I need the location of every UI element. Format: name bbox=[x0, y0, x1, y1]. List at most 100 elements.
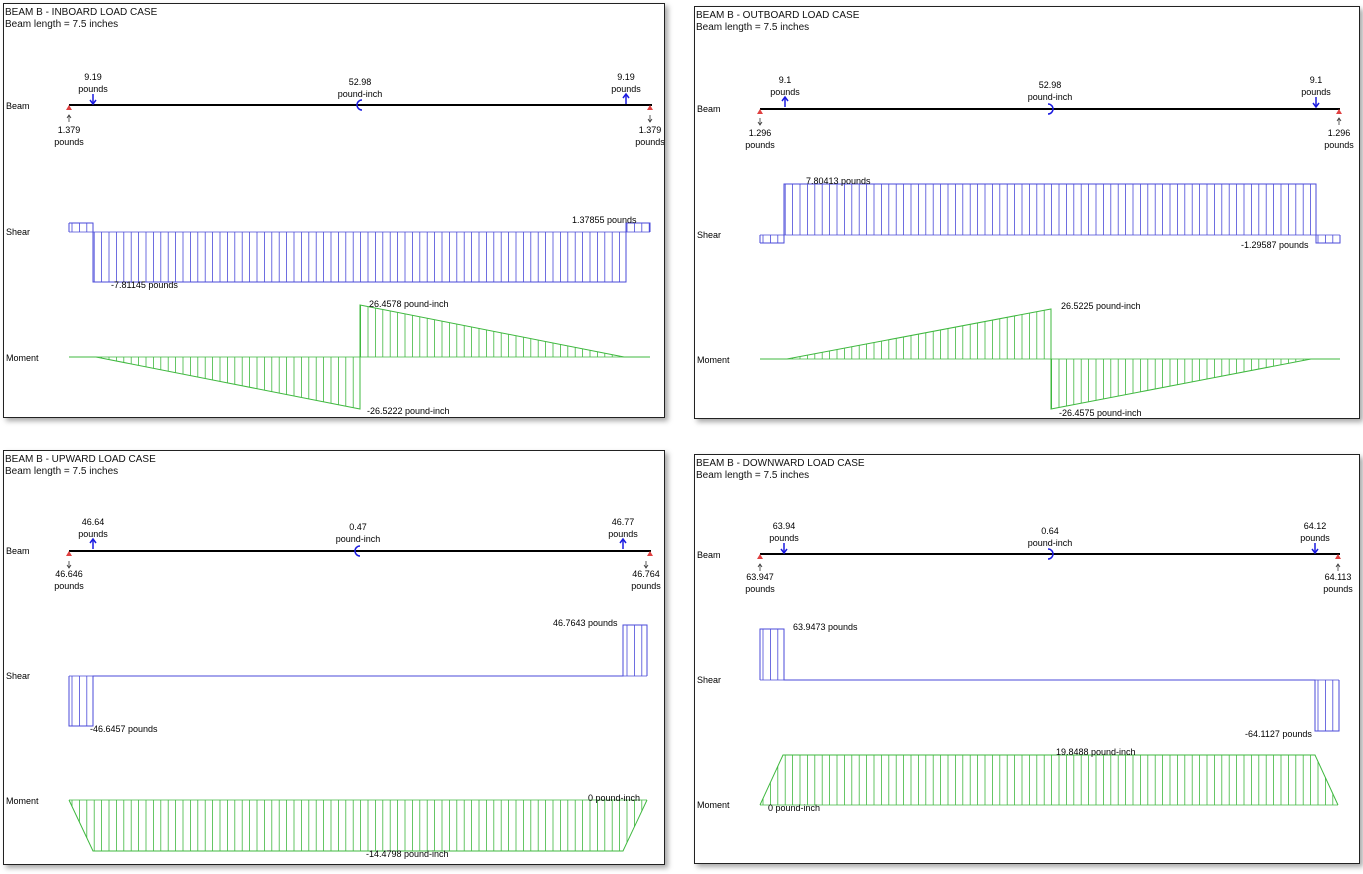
right-load-value: 9.1 bbox=[1310, 75, 1323, 85]
right-reaction-value: 46.764 bbox=[632, 569, 660, 579]
row-label-moment: Moment bbox=[6, 796, 39, 806]
left-load-value: 9.1 bbox=[779, 75, 792, 85]
row-label-beam: Beam bbox=[6, 101, 30, 111]
shear-min-label: -7.81145 pounds bbox=[111, 280, 178, 290]
left-load-arrow-down-icon bbox=[780, 543, 788, 555]
beam-diagram: Beam Shear Moment 63.94 pounds 0.64 poun… bbox=[697, 521, 1353, 813]
left-support-icon bbox=[66, 105, 72, 110]
moment-max-label: 19.8488 pound-inch bbox=[1056, 747, 1136, 757]
clockwise-moment-icon bbox=[1047, 103, 1054, 115]
right-load-unit: pounds bbox=[1301, 87, 1331, 97]
right-reaction-value: 1.296 bbox=[1328, 128, 1351, 138]
row-label-moment: Moment bbox=[6, 353, 39, 363]
beam-panel-upward: BEAM B - UPWARD LOAD CASE Beam length = … bbox=[3, 450, 665, 865]
row-label-beam: Beam bbox=[697, 550, 721, 560]
left-reaction-value: 1.379 bbox=[58, 125, 81, 135]
moment-diagram bbox=[69, 304, 650, 410]
row-label-moment: Moment bbox=[697, 355, 730, 365]
left-load-unit: pounds bbox=[78, 84, 108, 94]
right-reaction-unit: pounds bbox=[1324, 140, 1354, 150]
left-reaction-arrow-up-icon bbox=[66, 114, 72, 122]
left-load-arrow-down-icon bbox=[89, 94, 97, 106]
right-reaction-unit: pounds bbox=[1323, 584, 1353, 594]
counterclockwise-moment-icon bbox=[356, 99, 363, 111]
right-load-unit: pounds bbox=[1300, 533, 1330, 543]
right-reaction-arrow-up-icon bbox=[1336, 117, 1342, 125]
shear-diagram bbox=[68, 222, 651, 283]
beam-length-label: Beam length = 7.5 inches bbox=[696, 22, 810, 33]
moment-load-unit: pound-inch bbox=[1028, 92, 1073, 102]
shear-max-label: 46.7643 pounds bbox=[553, 618, 618, 628]
left-support-icon bbox=[66, 551, 72, 556]
left-support-icon bbox=[757, 554, 763, 559]
moment-diagram bbox=[68, 799, 648, 852]
moment-load-unit: pound-inch bbox=[336, 534, 381, 544]
shear-max-label: 1.37855 pounds bbox=[572, 215, 637, 225]
moment-diagram bbox=[760, 308, 1340, 410]
row-label-moment: Moment bbox=[697, 800, 730, 810]
moment-load-unit: pound-inch bbox=[1028, 538, 1073, 548]
moment-min-label: 0 pound-inch bbox=[768, 803, 820, 813]
shear-min-label: -1.29587 pounds bbox=[1241, 240, 1309, 250]
moment-load-value: 52.98 bbox=[349, 77, 372, 87]
shear-diagram bbox=[759, 183, 1341, 244]
left-support-icon bbox=[757, 109, 763, 114]
left-load-unit: pounds bbox=[769, 533, 799, 543]
beam-panel-inboard: BEAM B - INBOARD LOAD CASE Beam length =… bbox=[3, 3, 665, 418]
left-load-value: 46.64 bbox=[82, 517, 105, 527]
shear-min-label: -46.6457 pounds bbox=[90, 724, 158, 734]
left-reaction-value: 46.646 bbox=[55, 569, 83, 579]
moment-min-label: -26.5222 pound-inch bbox=[367, 406, 450, 416]
moment-max-label: 26.4578 pound-inch bbox=[369, 299, 449, 309]
right-load-arrow-up-icon bbox=[622, 92, 630, 104]
row-label-beam: Beam bbox=[697, 104, 721, 114]
beam-length-label: Beam length = 7.5 inches bbox=[5, 19, 119, 30]
panel-title: BEAM B - UPWARD LOAD CASE bbox=[5, 454, 156, 465]
moment-max-label: 0 pound-inch bbox=[588, 793, 640, 803]
shear-min-label: -64.1127 pounds bbox=[1245, 729, 1312, 739]
right-support-icon bbox=[1335, 554, 1341, 559]
beam-length-label: Beam length = 7.5 inches bbox=[5, 466, 119, 477]
right-reaction-arrow-down-icon bbox=[647, 115, 653, 123]
shear-max-label: 7.80413 pounds bbox=[806, 176, 871, 186]
right-load-value: 46.77 bbox=[612, 517, 635, 527]
moment-min-label: -14.4798 pound-inch bbox=[366, 849, 449, 859]
left-load-value: 63.94 bbox=[773, 521, 796, 531]
right-load-value: 9.19 bbox=[617, 72, 635, 82]
left-load-arrow-up-icon bbox=[89, 537, 97, 549]
shear-diagram bbox=[759, 628, 1340, 732]
left-load-unit: pounds bbox=[770, 87, 800, 97]
moment-diagram bbox=[759, 754, 1339, 806]
left-reaction-arrow-down-icon bbox=[66, 561, 72, 569]
left-reaction-arrow-up-icon bbox=[757, 563, 763, 571]
right-reaction-value: 64.113 bbox=[1325, 572, 1352, 582]
left-reaction-unit: pounds bbox=[745, 584, 775, 594]
left-reaction-unit: pounds bbox=[745, 140, 775, 150]
panel-title: BEAM B - DOWNWARD LOAD CASE bbox=[696, 458, 865, 469]
beam-length-label: Beam length = 7.5 inches bbox=[696, 470, 810, 481]
right-load-arrow-down-icon bbox=[1312, 97, 1320, 109]
panel-title: BEAM B - OUTBOARD LOAD CASE bbox=[696, 10, 860, 21]
right-reaction-arrow-down-icon bbox=[643, 561, 649, 569]
row-label-beam: Beam bbox=[6, 546, 30, 556]
moment-min-label: -26.4575 pound-inch bbox=[1059, 408, 1142, 418]
right-reaction-arrow-up-icon bbox=[1335, 563, 1341, 571]
row-label-shear: Shear bbox=[697, 675, 721, 685]
moment-load-unit: pound-inch bbox=[338, 89, 383, 99]
right-reaction-unit: pounds bbox=[631, 581, 661, 591]
right-load-unit: pounds bbox=[608, 529, 638, 539]
beam-diagram: Beam Shear Moment 9.1 pounds 52.98 pound… bbox=[697, 75, 1354, 418]
row-label-shear: Shear bbox=[697, 230, 721, 240]
right-load-arrow-down-icon bbox=[1311, 543, 1319, 555]
counterclockwise-moment-icon bbox=[354, 545, 361, 557]
left-reaction-arrow-down-icon bbox=[757, 118, 763, 126]
shear-diagram bbox=[68, 624, 648, 727]
shear-max-label: 63.9473 pounds bbox=[793, 622, 858, 632]
row-label-shear: Shear bbox=[6, 671, 30, 681]
left-reaction-value: 1.296 bbox=[749, 128, 772, 138]
left-reaction-value: 63.947 bbox=[746, 572, 774, 582]
left-load-unit: pounds bbox=[78, 529, 108, 539]
moment-load-value: 0.64 bbox=[1041, 526, 1059, 536]
beam-panel-downward: BEAM B - DOWNWARD LOAD CASE Beam length … bbox=[694, 454, 1360, 864]
moment-max-label: 26.5225 pound-inch bbox=[1061, 301, 1141, 311]
